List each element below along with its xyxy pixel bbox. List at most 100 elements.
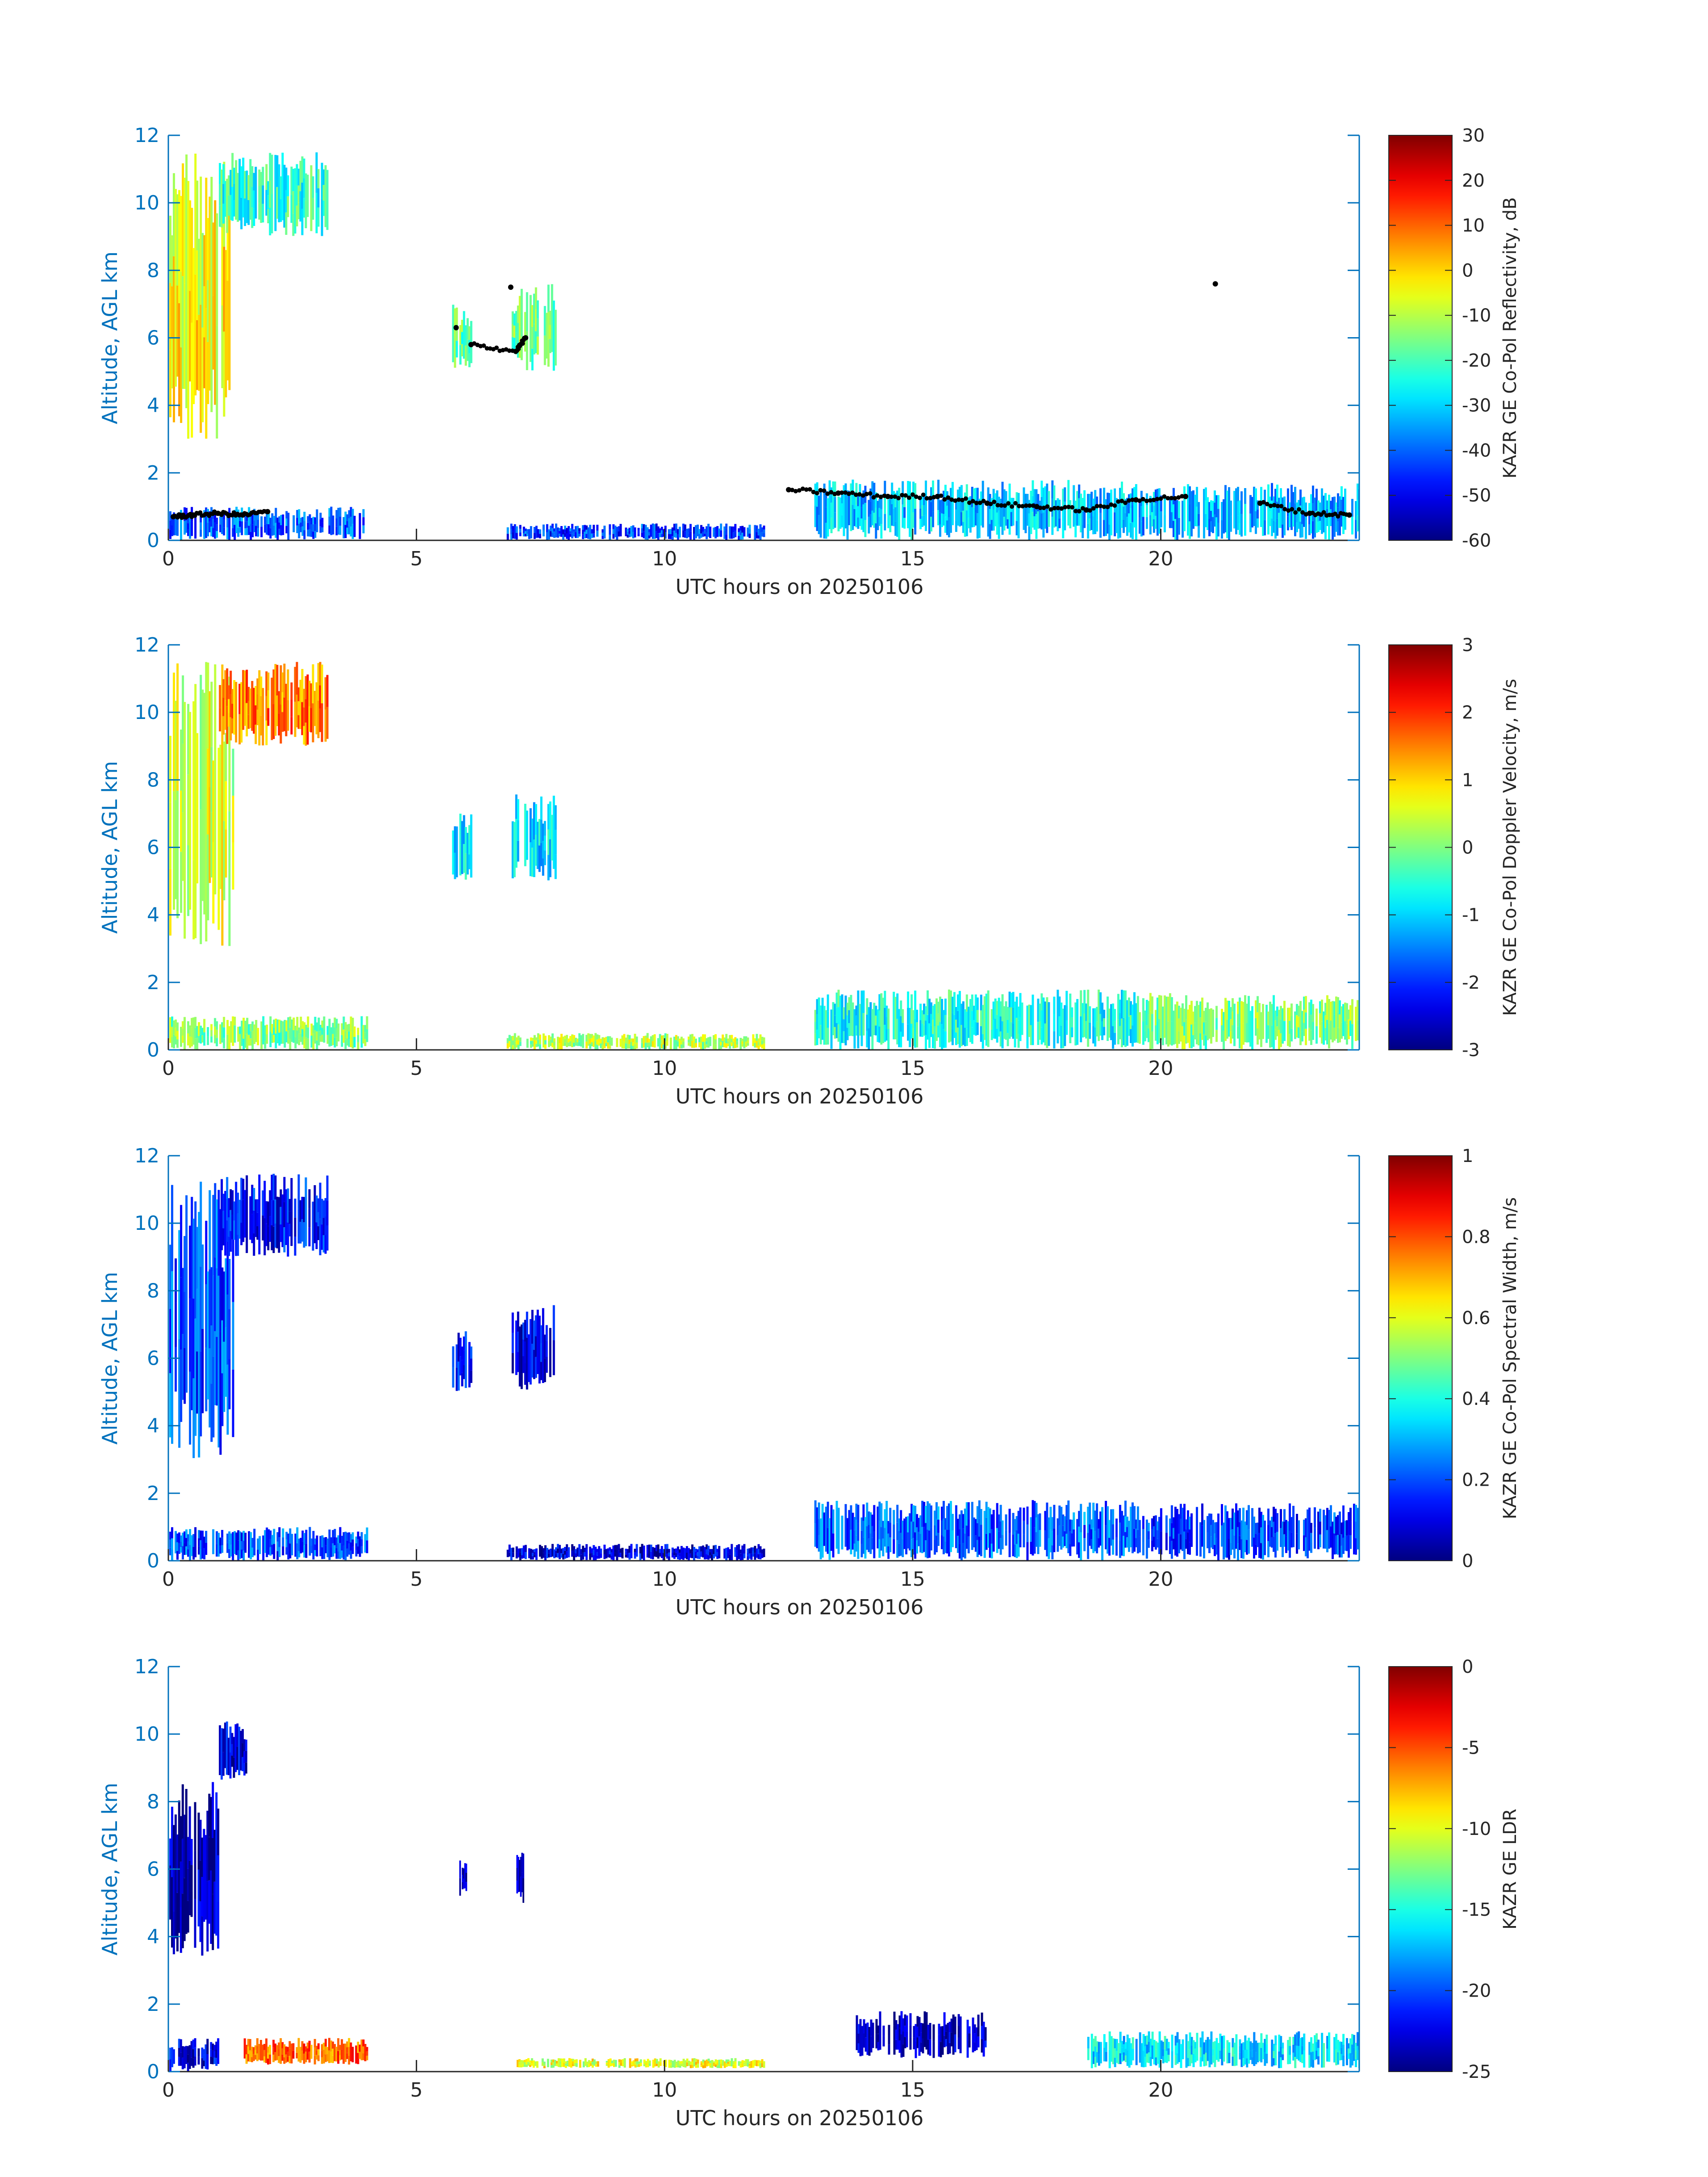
data-cell [511, 311, 514, 324]
data-cell [1055, 500, 1057, 527]
data-cell [1265, 2035, 1268, 2044]
data-cell [1094, 2036, 1097, 2047]
data-cell [748, 529, 751, 534]
data-cell [1215, 495, 1218, 518]
data-cell [525, 2064, 528, 2067]
data-cell [285, 1031, 288, 1043]
data-cell [863, 2033, 865, 2048]
data-cell [707, 1555, 710, 1560]
data-cell [610, 1037, 613, 1046]
data-cell [315, 2046, 318, 2051]
data-cell [212, 760, 215, 842]
data-cell [569, 1036, 572, 1041]
data-cell [761, 2059, 764, 2064]
data-cell [968, 2040, 971, 2047]
data-cell [1031, 1500, 1034, 1556]
cloud-base-point [793, 489, 798, 493]
data-cell [757, 2063, 760, 2067]
cloud-base-point [1020, 504, 1025, 509]
data-cell [1112, 1524, 1115, 1540]
data-cell [951, 503, 954, 526]
data-cell [463, 815, 465, 844]
data-cell [859, 505, 861, 526]
data-cell [1305, 502, 1307, 521]
data-cell [219, 1332, 222, 1455]
data-cell [955, 1020, 957, 1032]
data-cell [217, 2038, 220, 2064]
data-cell [620, 2063, 622, 2066]
data-cell [1178, 1031, 1180, 1044]
data-cell [288, 1224, 291, 1237]
data-cell [1232, 2056, 1234, 2066]
data-cell [233, 680, 236, 735]
data-cell [201, 1530, 204, 1559]
data-cell [943, 2024, 946, 2036]
data-cell [706, 1044, 708, 1048]
data-cell [756, 1548, 758, 1558]
data-cell [231, 1744, 234, 1756]
data-cell [634, 1044, 636, 1049]
data-cell [591, 529, 593, 534]
data-cell [591, 533, 593, 538]
data-cell [328, 2038, 330, 2051]
data-cell [1219, 2034, 1222, 2042]
data-cell [223, 331, 226, 417]
data-cell [1255, 511, 1257, 534]
data-cell [678, 1038, 681, 1049]
data-cell [1187, 484, 1189, 536]
data-cell [557, 1544, 559, 1549]
data-cell [210, 2056, 213, 2064]
data-cell [1339, 1028, 1341, 1043]
data-cell [540, 796, 543, 820]
data-cell [520, 1857, 522, 1877]
data-cell [351, 1532, 354, 1540]
data-cell [1290, 1016, 1293, 1029]
data-cell [468, 840, 471, 855]
data-cell [547, 312, 550, 339]
data-cell [626, 1549, 629, 1554]
data-cell [1165, 1533, 1168, 1550]
data-cell [832, 1002, 835, 1036]
data-cell [200, 675, 202, 810]
data-cell [641, 532, 643, 537]
data-cell [1172, 488, 1175, 505]
data-cell [1298, 1016, 1300, 1028]
data-cell [297, 687, 300, 702]
data-cell [1151, 512, 1153, 526]
data-cell [1187, 2049, 1190, 2058]
data-cell [1124, 2049, 1127, 2056]
data-cell [196, 1026, 199, 1038]
data-cell [271, 1024, 274, 1034]
cloud-base-point [1116, 499, 1121, 504]
data-cell [589, 2061, 592, 2063]
data-cell [1010, 512, 1013, 526]
data-cell [355, 1550, 358, 1557]
data-cell [754, 1038, 756, 1043]
data-cell [714, 2064, 717, 2067]
data-cell [947, 2022, 949, 2054]
data-cell [1240, 1001, 1243, 1049]
data-cell [547, 804, 550, 830]
data-cell [1012, 497, 1015, 526]
data-cell [1212, 1009, 1214, 1037]
data-cell [1289, 1503, 1291, 1531]
data-cell [875, 492, 877, 508]
data-cell [196, 1038, 199, 1050]
data-cell [875, 1025, 877, 1036]
data-cell [216, 1021, 218, 1030]
data-cell [520, 313, 523, 337]
data-cell [245, 2054, 248, 2064]
data-cell [1178, 2039, 1181, 2062]
data-cell [185, 1195, 188, 1393]
data-cell [1058, 996, 1061, 1016]
data-cell [209, 1190, 211, 1270]
data-cell [1048, 1538, 1050, 1559]
data-cell [250, 1031, 252, 1039]
data-cell [1330, 1002, 1332, 1021]
cloud-region [506, 1033, 765, 1050]
data-cell [307, 523, 309, 530]
data-cell [1090, 1539, 1093, 1549]
data-cell [206, 2039, 209, 2054]
data-cell [213, 1881, 216, 1934]
data-cell [1126, 2050, 1129, 2066]
